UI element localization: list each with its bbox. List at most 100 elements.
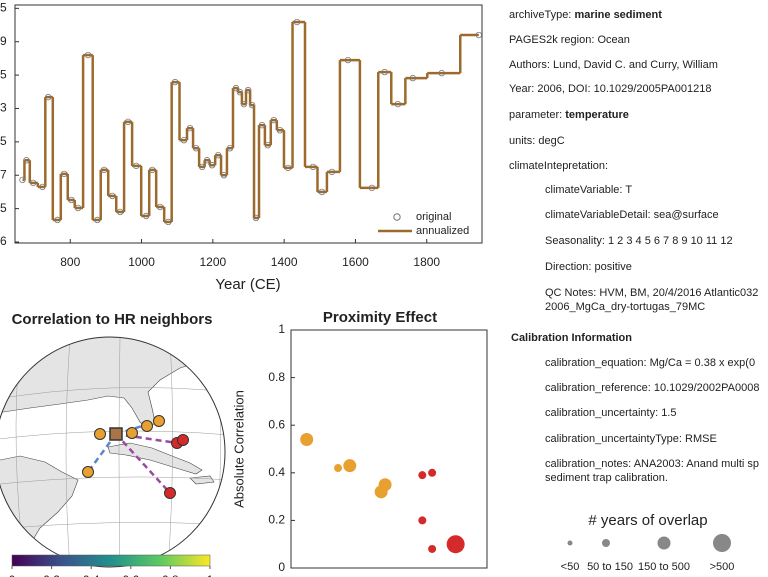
data-point — [270, 116, 278, 124]
colorbar-tick-label: 0.6 — [122, 573, 139, 577]
data-point — [133, 162, 140, 170]
sites — [82, 415, 189, 499]
x-tick-label: 1200 — [199, 255, 226, 269]
meta-item: Authors: Lund, David C. and Curry, Willi… — [509, 58, 718, 72]
meta-text: 2006, DOI: 10.1029/2005PA001218 — [537, 83, 712, 95]
data-point — [142, 212, 150, 220]
x-tick-label: 1600 — [342, 255, 369, 269]
data-point — [240, 100, 248, 108]
meta-item: units: degC — [509, 134, 565, 148]
meta-text: climateVariableDetail: — [545, 209, 651, 221]
data-point — [109, 192, 116, 200]
data-point — [428, 544, 437, 553]
colorbar-tick-label: 0.4 — [83, 573, 100, 577]
data-point — [394, 100, 402, 108]
data-point — [252, 214, 260, 222]
meta-text: HVM, BM, 20/4/2016 Atlantic032 — [599, 287, 759, 299]
meta-text: Ocean — [597, 34, 630, 46]
meta-item: climateVariable: T — [545, 183, 632, 197]
meta-item: calibration_equation: Mg/Ca = 0.38 x exp… — [545, 356, 755, 370]
y-tick-label: 0.8 — [268, 370, 285, 384]
y-tick-label: 1 — [278, 322, 285, 336]
data-point — [276, 126, 284, 134]
data-point — [300, 432, 314, 446]
meta-heading: Calibration Information — [511, 331, 632, 345]
meta-item: calibration_reference: 10.1029/2002PA000… — [545, 381, 759, 395]
size-legend-label: 50 to 150 — [587, 561, 633, 573]
data-point — [165, 218, 172, 226]
y-tick-label: 5 — [0, 201, 7, 215]
data-point — [39, 183, 46, 191]
meta-text: Seasonality: — [545, 235, 605, 247]
data-point — [74, 204, 82, 212]
meta-text: calibration_equation: — [545, 357, 647, 369]
size-legend-marker — [657, 536, 671, 550]
data-point — [328, 168, 336, 176]
meta-text: QC Notes: — [545, 287, 597, 299]
meta-text: calibration_uncertainty: — [545, 407, 659, 419]
chart-title: Proximity Effect — [323, 309, 437, 326]
meta-value: marine sediment — [574, 9, 662, 21]
data-point — [203, 157, 211, 164]
size-legend-label: <50 — [561, 561, 580, 573]
data-point — [378, 478, 392, 492]
y-tick-label: 7 — [0, 167, 7, 181]
data-point — [116, 208, 124, 216]
data-point — [192, 145, 200, 152]
size-legend-label: 150 to 500 — [638, 561, 690, 573]
data-point — [186, 124, 194, 132]
colorbar-tick-label: 1 — [207, 573, 214, 577]
x-tick-label: 1000 — [128, 255, 155, 269]
data-point — [214, 152, 222, 159]
data-point — [68, 196, 75, 204]
data-point — [428, 468, 437, 477]
data-point — [124, 118, 132, 126]
meta-text: Year: — [509, 83, 535, 95]
meta-text: T — [625, 184, 633, 196]
data-point — [475, 31, 482, 39]
data-point — [198, 163, 206, 171]
meta-item: PAGES2k region: Ocean — [509, 33, 630, 47]
data-point — [54, 216, 61, 224]
data-point — [446, 535, 465, 554]
colorbar — [11, 554, 211, 567]
data-point — [220, 172, 228, 179]
meta-text: 2006_MgCa_dry-tortugas_79MC — [545, 301, 706, 313]
data-point — [84, 51, 92, 59]
meta-text: calibration_reference: — [545, 382, 651, 394]
meta-text: positive — [594, 261, 632, 273]
plot-frame — [290, 329, 488, 569]
meta-item-continued: 2006_MgCa_dry-tortugas_79MC — [545, 300, 705, 314]
data-point — [264, 141, 271, 149]
data-point — [236, 88, 244, 96]
data-point — [284, 164, 292, 172]
meta-text: degC — [538, 135, 565, 147]
legend-label: original — [416, 211, 451, 223]
plot-frame — [14, 4, 483, 244]
y-tick-label: 0.2 — [268, 513, 285, 527]
data-point — [343, 459, 357, 473]
meta-text: units: — [509, 135, 536, 147]
meta-text: 1 2 3 4 5 6 7 8 9 10 11 12 — [608, 235, 733, 247]
map-title: Correlation to HR neighbors — [12, 311, 213, 328]
data-point — [94, 216, 101, 224]
meta-text: climateIntepretation: — [509, 160, 609, 172]
meta-text: 10.1029/2002PA0008 — [653, 382, 760, 394]
size-legend-title: # years of overlap — [588, 512, 707, 529]
meta-text: calibration_notes: — [545, 458, 632, 470]
meta-text: Mg/Ca = 0.38 x exp(0 — [649, 357, 756, 369]
x-tick-label: 800 — [60, 255, 80, 269]
data-point — [44, 93, 52, 101]
meta-text: Authors: — [509, 59, 550, 71]
meta-text: sea@surface — [653, 209, 719, 221]
data-point — [418, 471, 427, 480]
meta-text: 1.5 — [661, 407, 677, 419]
data-point — [244, 86, 252, 94]
data-point — [23, 157, 30, 164]
data-point — [258, 121, 266, 129]
meta-text: ANA2003: Anand multi sp — [633, 458, 760, 470]
legend-marker — [393, 213, 401, 221]
meta-text: parameter: — [509, 109, 563, 121]
data-point — [60, 170, 68, 178]
